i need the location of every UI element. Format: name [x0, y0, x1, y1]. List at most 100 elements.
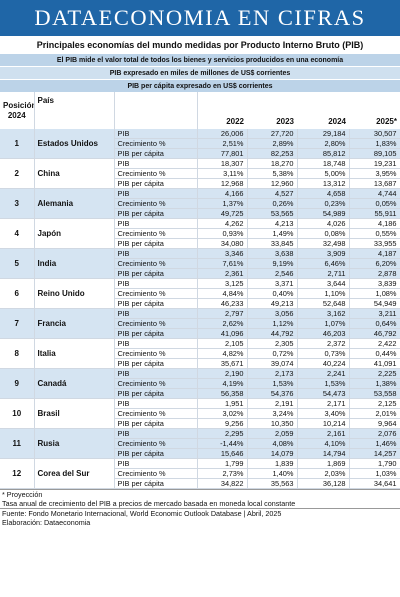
value-cell: 4,10% — [297, 438, 350, 449]
value-cell: 12,960 — [247, 178, 298, 189]
country-name: India — [34, 248, 115, 279]
value-cell: 12,968 — [197, 178, 248, 189]
value-cell: 13,312 — [297, 178, 350, 189]
value-cell: 2,546 — [247, 268, 298, 279]
indicator-label: PIB — [114, 129, 198, 139]
value-cell: 2,89% — [247, 138, 298, 149]
value-cell: 0,08% — [297, 228, 350, 239]
footnote-source: Fuente: Fondo Monetario Internacional, W… — [0, 508, 400, 518]
value-cell: 15,646 — [197, 448, 248, 459]
column-header-year: 2022 — [197, 92, 247, 129]
country-name: Estados Unidos — [34, 129, 115, 159]
value-cell: 2,51% — [197, 138, 248, 149]
value-cell: 2,422 — [349, 338, 400, 349]
indicator-label: PIB per cápita — [114, 268, 198, 279]
value-cell: 1,12% — [247, 318, 298, 329]
value-cell: 4,527 — [247, 188, 298, 199]
country-position: 6 — [0, 278, 35, 309]
table-row: Crecimiento % 1,37% 0,26% 0,23% 0,05% — [0, 198, 400, 209]
indicator-label: PIB per cápita — [114, 298, 198, 309]
value-cell: 3,211 — [349, 308, 400, 319]
value-cell: 6,46% — [297, 258, 350, 269]
value-cell: 4,744 — [349, 188, 400, 199]
value-cell: 53,565 — [247, 208, 298, 219]
table-row: 11 Rusia PIB 2,295 2,059 2,161 2,076 — [0, 428, 400, 459]
country-position: 10 — [0, 398, 35, 429]
country-name: China — [34, 158, 115, 189]
indicator-label: PIB — [114, 368, 198, 379]
value-cell: 41,091 — [349, 358, 400, 369]
table-row: 5 India PIB 3,346 3,638 3,909 4,187 — [0, 248, 400, 279]
table-row: PIB per cápita 41,096 44,792 46,203 46,792 — [0, 328, 400, 339]
value-cell: 4,186 — [349, 218, 400, 229]
value-cell: 0,40% — [247, 288, 298, 299]
value-cell: 1,49% — [247, 228, 298, 239]
country-name: Corea del Sur — [34, 458, 115, 489]
table-row: Crecimiento % 7,61% 9,19% 6,46% 6,20% — [0, 258, 400, 269]
value-cell: 4,82% — [197, 348, 248, 359]
indicator-label: PIB — [114, 428, 198, 439]
value-cell: 0,93% — [197, 228, 248, 239]
value-cell: 2,80% — [297, 138, 350, 149]
country-name: Canadá — [34, 368, 115, 399]
table-row: Crecimiento % 4,82% 0,72% 0,73% 0,44% — [0, 348, 400, 359]
table-row: 10 Brasil PIB 1,951 2,191 2,171 2,125 — [0, 398, 400, 429]
country-position: 3 — [0, 188, 35, 219]
value-cell: 4,19% — [197, 378, 248, 389]
table-row: Crecimiento % 0,93% 1,49% 0,08% 0,55% — [0, 228, 400, 239]
table-row: 1 Estados Unidos PIB 26,006 27,720 29,184 30,5… — [0, 129, 400, 159]
column-header-year: 2023 — [247, 92, 297, 129]
value-cell: 0,26% — [247, 198, 298, 209]
indicator-label: PIB per cápita — [114, 208, 198, 219]
gdp-table: Posición 2024 País 2022 2023 2024 2025* … — [0, 92, 400, 489]
table-row: PIB per cápita 12,968 12,960 13,312 13,687 — [0, 178, 400, 189]
table-row: Crecimiento % 4,19% 1,53% 1,53% 1,38% — [0, 378, 400, 389]
table-row: 8 Italia PIB 2,105 2,305 2,372 2,422 — [0, 338, 400, 369]
indicator-label: PIB — [114, 458, 198, 469]
indicator-label: PIB — [114, 338, 198, 349]
value-cell: 4,658 — [297, 188, 350, 199]
value-cell: 1,83% — [349, 138, 400, 149]
value-cell: 35,671 — [197, 358, 248, 369]
value-cell: 32,498 — [297, 238, 350, 249]
value-cell: 1,10% — [297, 288, 350, 299]
value-cell: 4,187 — [349, 248, 400, 259]
value-cell: 3,056 — [247, 308, 298, 319]
value-cell: 34,641 — [349, 478, 400, 489]
table-row: 9 Canadá PIB 2,190 2,173 2,241 2,225 — [0, 368, 400, 399]
value-cell: 55,911 — [349, 208, 400, 219]
value-cell: 39,074 — [247, 358, 298, 369]
table-row: PIB per cápita 15,646 14,079 14,794 14,257 — [0, 448, 400, 459]
value-cell: 3,24% — [247, 408, 298, 419]
value-cell: 3,644 — [297, 278, 350, 289]
value-cell: 2,878 — [349, 268, 400, 279]
table-row: Crecimiento % 3,11% 5,38% 5,00% 3,95% — [0, 168, 400, 179]
country-name: Francia — [34, 308, 115, 339]
indicator-label: PIB — [114, 278, 198, 289]
units-note-pib: PIB expresado en miles de millones de US… — [0, 66, 400, 79]
value-cell: 2,295 — [197, 428, 248, 439]
table-row: 6 Reino Unido PIB 3,125 3,371 3,644 3,839 — [0, 278, 400, 309]
value-cell: 1,53% — [297, 378, 350, 389]
value-cell: -1,44% — [197, 438, 248, 449]
value-cell: 30,507 — [349, 129, 400, 139]
value-cell: 0,55% — [349, 228, 400, 239]
value-cell: 36,128 — [297, 478, 350, 489]
indicator-label: Crecimiento % — [114, 198, 198, 209]
value-cell: 14,257 — [349, 448, 400, 459]
country-name: Reino Unido — [34, 278, 115, 309]
value-cell: 1,53% — [247, 378, 298, 389]
country-position: 9 — [0, 368, 35, 399]
value-cell: 2,173 — [247, 368, 298, 379]
value-cell: 1,46% — [349, 438, 400, 449]
value-cell: 2,225 — [349, 368, 400, 379]
value-cell: 5,38% — [247, 168, 298, 179]
value-cell: 14,794 — [297, 448, 350, 459]
value-cell: 3,02% — [197, 408, 248, 419]
country-name: Brasil — [34, 398, 115, 429]
value-cell: 3,40% — [297, 408, 350, 419]
footnote-growth-rate: Tasa anual de crecimiento del PIB a prec… — [2, 499, 296, 508]
value-cell: 2,305 — [247, 338, 298, 349]
country-position: 12 — [0, 458, 35, 489]
value-cell: 3,125 — [197, 278, 248, 289]
